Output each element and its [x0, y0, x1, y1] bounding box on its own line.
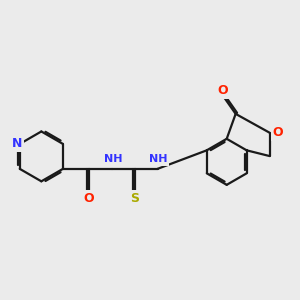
- Text: NH: NH: [103, 154, 122, 164]
- Text: O: O: [218, 84, 228, 97]
- Text: O: O: [84, 192, 94, 205]
- Text: O: O: [273, 126, 283, 139]
- Text: NH: NH: [149, 154, 167, 164]
- Text: N: N: [12, 137, 22, 150]
- Text: S: S: [130, 192, 139, 205]
